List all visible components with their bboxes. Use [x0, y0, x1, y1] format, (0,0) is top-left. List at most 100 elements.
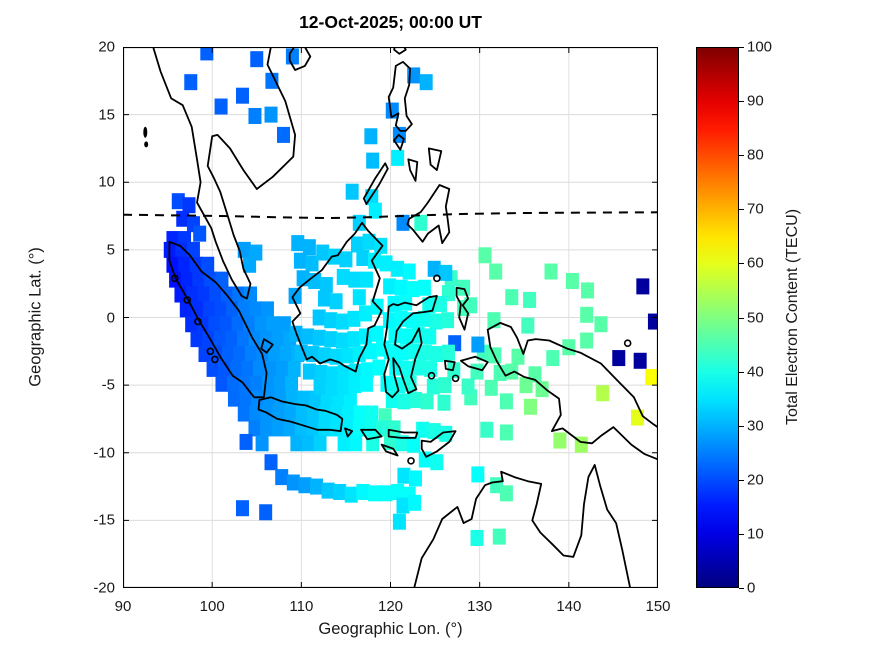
tec-cell: [206, 360, 220, 377]
tec-cell: [612, 350, 626, 367]
tec-cell: [344, 486, 358, 503]
tec-cell: [259, 504, 273, 521]
tec-cell: [521, 317, 535, 334]
tec-cell: [337, 435, 351, 452]
tec-cell: [309, 390, 323, 407]
tec-cell: [395, 344, 409, 361]
tec-cell: [339, 251, 353, 268]
tec-cell: [255, 435, 269, 452]
tec-cell: [305, 255, 319, 272]
tec-cell: [179, 301, 193, 318]
tec-cell: [407, 436, 421, 453]
tec-cell: [492, 528, 506, 545]
tec-cell: [580, 306, 594, 323]
tec-cell: [208, 316, 222, 333]
tec-cell: [499, 393, 513, 410]
colorbar-tick: [739, 101, 744, 103]
tec-cell: [321, 482, 335, 499]
colorbar-tick-label: 0: [747, 579, 756, 597]
small-island: [194, 317, 202, 326]
tec-cell: [297, 390, 311, 407]
tec-cell: [277, 126, 290, 143]
tec-cell: [273, 375, 287, 392]
island-mark: [144, 141, 149, 148]
tec-cell: [396, 214, 410, 231]
tec-cell: [505, 289, 519, 306]
tec-cell: [402, 263, 416, 280]
y-tick-label: 15: [98, 106, 115, 124]
tec-cell: [264, 360, 278, 377]
tec-cell: [279, 346, 293, 363]
small-island: [183, 296, 191, 304]
small-island: [433, 274, 441, 283]
tec-cell: [478, 247, 492, 264]
small-island: [623, 339, 632, 347]
tec-cell: [197, 286, 211, 303]
tec-cell: [225, 331, 239, 348]
tec-cell: [219, 316, 233, 333]
tec-cell: [439, 425, 453, 442]
tec-cell: [383, 312, 397, 329]
small-island: [451, 374, 460, 383]
tec-cell: [239, 433, 253, 450]
tec-cell: [345, 183, 359, 200]
dip-equator-line: [123, 211, 658, 220]
tec-cell: [372, 359, 386, 376]
coastline-hainan: [288, 47, 312, 71]
tec-cell: [313, 378, 327, 395]
tec-cell: [359, 375, 373, 392]
tec-cell: [424, 360, 438, 377]
tec-cell: [262, 390, 276, 407]
colorbar-tick: [739, 479, 744, 481]
x-tick-label: 120: [377, 598, 404, 615]
coastline-mainland-sea: [152, 47, 296, 300]
tec-cell: [306, 346, 320, 363]
colorbar-tick: [739, 263, 744, 265]
tec-cell: [379, 255, 393, 272]
tec-cell: [484, 379, 498, 396]
tec-cell: [544, 263, 558, 280]
coastline-taiwan-s: [393, 47, 407, 55]
tec-cell: [235, 500, 249, 517]
tec-cell: [423, 328, 437, 345]
tec-cell: [418, 344, 432, 361]
y-tick-label: 0: [106, 309, 115, 326]
coastline-flores: [387, 428, 419, 439]
tec-cell: [645, 369, 658, 386]
tec-cell: [391, 149, 405, 166]
colorbar-tick: [739, 317, 744, 319]
tec-cell: [271, 420, 285, 437]
tec-cell: [396, 497, 410, 514]
tec-cell: [370, 325, 384, 342]
tec-cell: [417, 310, 431, 327]
tec-cell: [439, 264, 453, 281]
tec-cell: [184, 74, 198, 91]
colorbar-tick-label: 100: [747, 38, 773, 56]
tec-cell: [471, 336, 485, 353]
tec-cell: [286, 474, 300, 491]
tec-cell: [232, 286, 246, 303]
tec-cell: [251, 390, 265, 407]
tec-cell: [630, 409, 644, 426]
tec-cell: [523, 398, 537, 415]
tec-cell: [218, 360, 232, 377]
tec-cell: [348, 377, 362, 394]
tec-cell: [394, 279, 408, 296]
tec-cell: [213, 331, 227, 348]
coastline-seram: [460, 355, 489, 372]
tec-cell: [562, 339, 576, 356]
tec-cell: [427, 423, 441, 440]
tec-cell: [596, 385, 610, 402]
tec-cell: [441, 344, 455, 361]
tec-cell: [430, 454, 444, 471]
tec-cell: [243, 316, 257, 333]
tec-cell: [379, 485, 393, 502]
tec-cell: [420, 393, 434, 410]
tec-cell: [180, 271, 194, 288]
colorbar-tick: [739, 371, 744, 373]
tec-cell: [342, 405, 356, 422]
tec-cell: [248, 420, 262, 437]
coastline-halmahera: [455, 286, 469, 331]
tec-cell: [493, 364, 507, 381]
colorbar-tick-label: 80: [747, 146, 764, 164]
